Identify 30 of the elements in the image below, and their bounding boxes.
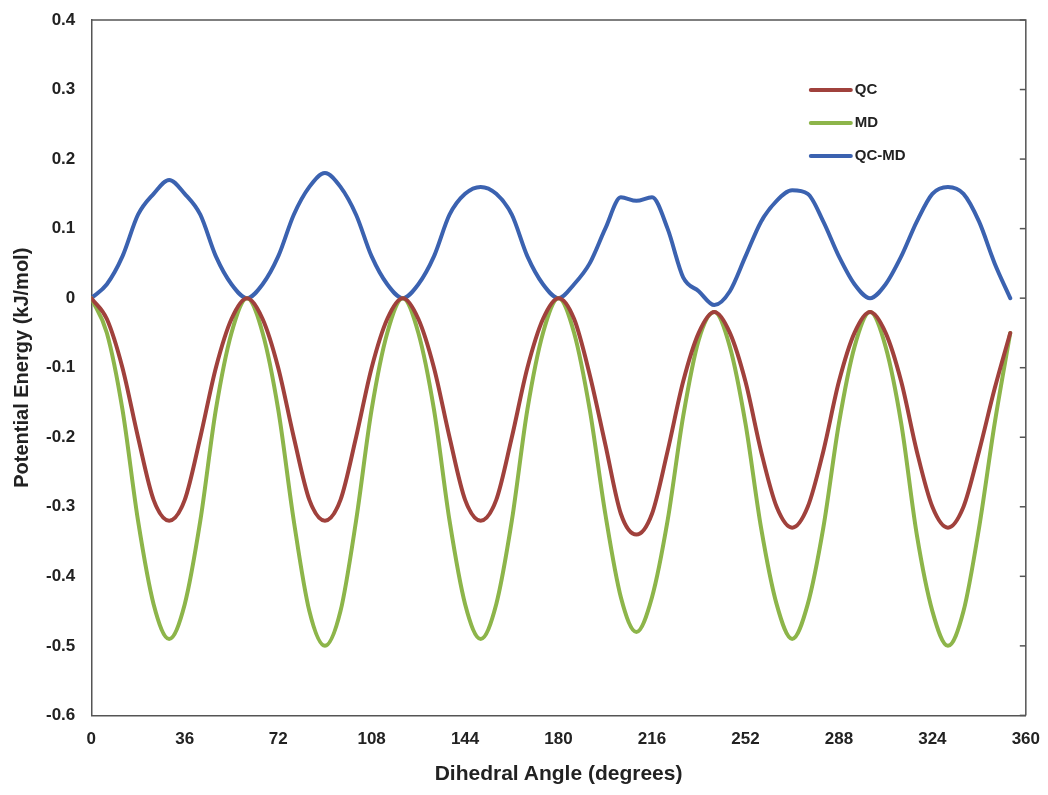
y-tick-label: 0.1: [51, 218, 76, 238]
line-series: [91, 170, 1013, 308]
x-tick-label: 324: [918, 729, 948, 749]
x-tick-label: 144: [450, 729, 480, 749]
x-tick-label: 36: [175, 729, 195, 749]
y-axis-title: Potential Energy (kJ/mol): [9, 247, 32, 488]
y-tick-label: -0.2: [46, 426, 76, 446]
line-series: [91, 296, 1013, 537]
x-axis-title: Dihedral Angle (degrees): [434, 761, 683, 785]
x-tick-label: 216: [637, 729, 667, 749]
x-tick-label: 360: [1011, 729, 1041, 749]
line-series: [91, 296, 1013, 648]
y-tick-label: 0: [65, 287, 76, 307]
legend-label: QC-MD: [854, 146, 906, 164]
y-tick-label: -0.4: [46, 566, 76, 586]
y-tick-label: 0.2: [51, 148, 76, 168]
x-tick-label: 180: [544, 729, 573, 749]
y-tick-label: -0.1: [46, 357, 76, 377]
y-tick-label: -0.6: [46, 705, 76, 725]
x-tick-label: 0: [86, 729, 97, 749]
x-tick-label: 72: [268, 729, 288, 749]
x-tick-label: 252: [731, 729, 760, 749]
legend-label: MD: [854, 113, 879, 131]
x-tick-label: 108: [357, 729, 386, 749]
y-tick-label: -0.3: [46, 496, 76, 516]
y-tick-label: 0.4: [51, 9, 76, 29]
legend-label: QC: [854, 80, 878, 98]
x-tick-label: 288: [824, 729, 854, 749]
y-tick-label: 0.3: [51, 79, 76, 99]
y-tick-label: -0.5: [46, 635, 76, 655]
